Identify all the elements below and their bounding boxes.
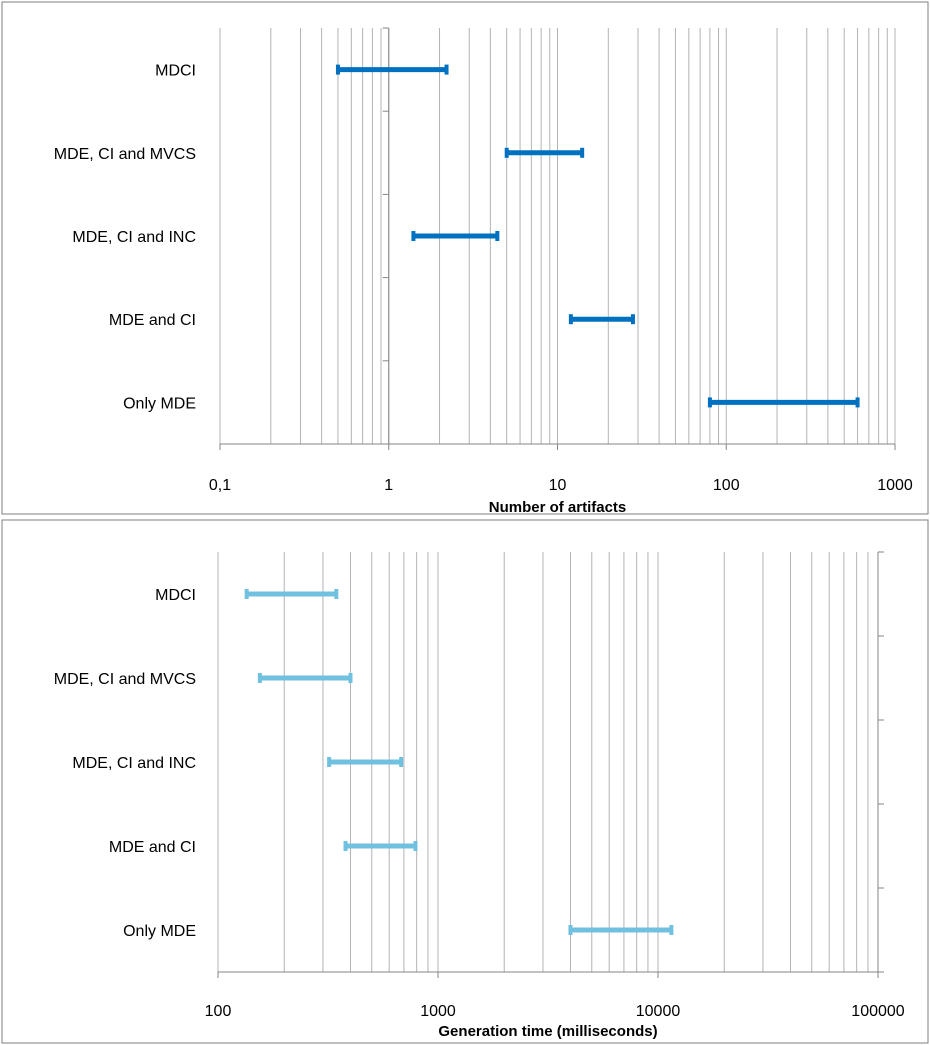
chart-border — [1, 519, 929, 1044]
category-label: MDCI — [155, 587, 196, 604]
range-bar — [504, 147, 585, 158]
x-tick-label: 1000 — [877, 477, 913, 494]
category-label: MDE, CI and INC — [72, 229, 196, 246]
category-label: MDE and CI — [109, 839, 196, 856]
category-label: MDE, CI and MVCS — [54, 671, 196, 688]
x-tick-label: 1000 — [420, 1003, 456, 1020]
x-axis-title: Number of artifacts — [489, 499, 627, 516]
x-tick-label: 10000 — [636, 1003, 681, 1020]
range-bar — [568, 925, 674, 935]
x-tick-label: 1 — [384, 477, 393, 494]
chart-border — [1, 1, 929, 515]
chart-panel-1: MDCI MDE, CI and MVCS MDE, CI and INC MDE a… — [1, 1, 929, 516]
range-bar — [257, 673, 353, 683]
category-label: Only MDE — [123, 395, 196, 412]
range-bar — [707, 397, 860, 408]
range-bar — [244, 589, 339, 599]
x-tick-label: 10 — [549, 477, 567, 494]
range-bar — [343, 841, 418, 851]
range-bar — [327, 757, 404, 767]
x-tick-label: 100 — [713, 477, 740, 494]
x-tick-label: 0,1 — [209, 477, 231, 494]
range-bar — [411, 231, 500, 241]
category-label: MDE, CI and MVCS — [54, 146, 196, 163]
range-bar — [568, 314, 635, 325]
category-label: MDE, CI and INC — [72, 755, 196, 772]
x-axis-title: Generation time (milliseconds) — [438, 1023, 657, 1040]
gridlines — [217, 552, 879, 972]
chart-panel-2: MDCI MDE, CI and MVCS MDE, CI and INC MDE a… — [1, 519, 929, 1044]
category-label: MDE and CI — [109, 312, 196, 329]
range-bar — [335, 64, 449, 75]
category-label: Only MDE — [123, 923, 196, 940]
x-tick-label: 100 — [205, 1003, 232, 1020]
category-label: MDCI — [155, 63, 196, 80]
x-tick-label: 100000 — [851, 1003, 904, 1020]
